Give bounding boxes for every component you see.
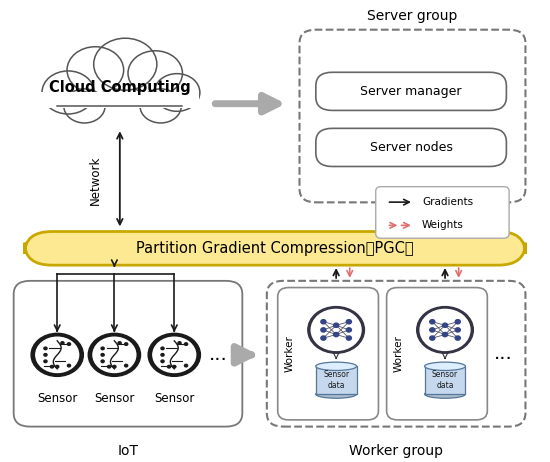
Circle shape <box>36 337 79 372</box>
Circle shape <box>455 320 460 324</box>
FancyBboxPatch shape <box>278 287 378 420</box>
Text: ...: ... <box>208 345 227 365</box>
FancyBboxPatch shape <box>316 128 507 166</box>
Circle shape <box>64 89 105 123</box>
Circle shape <box>56 365 59 368</box>
Circle shape <box>108 365 111 368</box>
FancyBboxPatch shape <box>425 366 465 394</box>
Circle shape <box>68 343 70 346</box>
Circle shape <box>417 307 474 353</box>
Circle shape <box>148 333 200 377</box>
Circle shape <box>346 328 351 332</box>
Text: Server group: Server group <box>367 9 458 23</box>
Circle shape <box>161 360 164 363</box>
Circle shape <box>430 320 435 324</box>
Text: Network: Network <box>89 155 102 205</box>
Text: Sensor: Sensor <box>154 392 195 405</box>
Circle shape <box>184 365 188 367</box>
Circle shape <box>44 360 47 363</box>
Circle shape <box>61 342 64 344</box>
Circle shape <box>113 365 116 368</box>
Circle shape <box>430 336 435 340</box>
Circle shape <box>455 336 460 340</box>
Circle shape <box>125 365 128 367</box>
Text: Sensor
data: Sensor data <box>323 371 349 390</box>
Circle shape <box>44 347 47 350</box>
Text: ...: ... <box>494 344 513 363</box>
Circle shape <box>161 353 164 356</box>
FancyBboxPatch shape <box>376 187 509 238</box>
Circle shape <box>455 328 460 332</box>
Circle shape <box>31 333 84 377</box>
Text: Server manager: Server manager <box>360 85 462 98</box>
Circle shape <box>443 333 448 337</box>
FancyBboxPatch shape <box>316 366 356 394</box>
FancyBboxPatch shape <box>387 287 487 420</box>
Circle shape <box>420 310 470 351</box>
Text: Partition Gradient Compression（PGC）: Partition Gradient Compression（PGC） <box>136 241 414 256</box>
Ellipse shape <box>316 362 356 371</box>
Text: IoT: IoT <box>118 444 139 458</box>
FancyBboxPatch shape <box>25 231 525 265</box>
Circle shape <box>321 320 326 324</box>
Circle shape <box>311 310 361 351</box>
Circle shape <box>321 336 326 340</box>
Circle shape <box>93 337 136 372</box>
Circle shape <box>161 347 164 350</box>
Circle shape <box>68 365 70 367</box>
Circle shape <box>308 307 365 353</box>
Circle shape <box>173 365 176 368</box>
Circle shape <box>168 365 170 368</box>
Circle shape <box>140 89 182 123</box>
Circle shape <box>334 333 339 337</box>
Circle shape <box>443 323 448 328</box>
Text: Sensor
data: Sensor data <box>432 371 458 390</box>
Circle shape <box>184 343 188 346</box>
Circle shape <box>346 336 351 340</box>
FancyBboxPatch shape <box>41 92 199 108</box>
Circle shape <box>118 342 121 344</box>
Circle shape <box>101 353 104 356</box>
Text: Worker: Worker <box>285 335 295 372</box>
Text: Server nodes: Server nodes <box>370 141 453 154</box>
Circle shape <box>101 347 104 350</box>
Circle shape <box>178 342 181 344</box>
Circle shape <box>153 337 196 372</box>
Circle shape <box>321 328 326 332</box>
Text: Worker group: Worker group <box>349 444 443 458</box>
Text: Sensor: Sensor <box>37 392 78 405</box>
Circle shape <box>101 360 104 363</box>
Circle shape <box>128 51 183 96</box>
Text: Cloud Computing: Cloud Computing <box>49 80 191 96</box>
Ellipse shape <box>316 390 356 398</box>
Circle shape <box>154 73 200 111</box>
Circle shape <box>430 328 435 332</box>
Text: Gradients: Gradients <box>422 197 473 207</box>
Text: Weights: Weights <box>422 220 464 231</box>
Circle shape <box>334 323 339 328</box>
Circle shape <box>346 320 351 324</box>
FancyBboxPatch shape <box>14 281 243 426</box>
Text: Worker: Worker <box>394 335 404 372</box>
Circle shape <box>67 47 124 93</box>
Circle shape <box>125 343 128 346</box>
Circle shape <box>94 38 157 90</box>
Ellipse shape <box>425 390 465 398</box>
Text: Sensor: Sensor <box>94 392 135 405</box>
Circle shape <box>44 353 47 356</box>
Circle shape <box>88 333 140 377</box>
Ellipse shape <box>425 362 465 371</box>
FancyBboxPatch shape <box>316 72 507 110</box>
Circle shape <box>51 365 53 368</box>
Circle shape <box>42 71 94 114</box>
